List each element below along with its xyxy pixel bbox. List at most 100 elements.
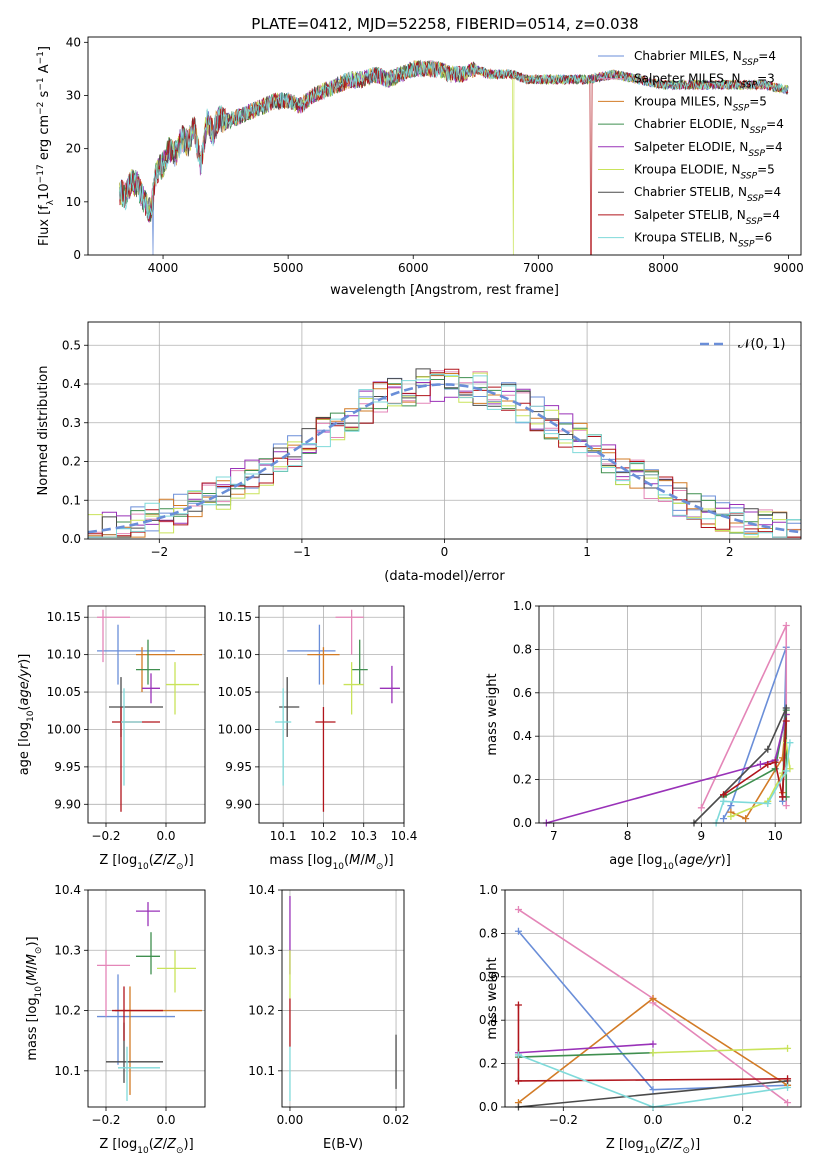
label-part: Z [166,1137,177,1152]
series-marker [756,760,764,768]
plot-area-age-vs-z [97,609,202,812]
series-marker [782,622,790,630]
label-part: =4 [764,185,782,199]
label-part: Z [153,853,164,868]
plot-area-weight-vs-age [542,622,794,827]
x-axis-label: (data-model)/error [384,569,505,584]
series-marker [514,906,522,914]
gaussian-curve [88,383,801,534]
series-marker [764,745,772,753]
y-axis-label: Flux [fλ10−17 erg cm−2 s−1 A−1] [36,46,56,246]
chart-mass-vs-z: −0.2 0.010.110.210.310.4Z [log10(Z/Z⊙)]ma… [25,883,206,1156]
y-tick-label: 0 [73,248,81,262]
x-tick-label: −0.2 [549,1113,578,1127]
series-marker [784,1075,792,1083]
label-part: ] [37,46,52,51]
y-tick-label: 10.05 [47,685,81,699]
label-part: ( [149,853,154,868]
chart-spectrum: 4000 5000 6000 7000 8000 9000 0 10 20 30 40 wavelen… [36,35,804,298]
series-marker [727,802,735,810]
series-marker [786,765,794,773]
y-axis-label: mass [log10(M/M⊙)] [25,936,44,1060]
legend-entry: Chabrier STELIB, NSSP=4 [634,185,781,204]
y-tick-label: 1.0 [479,883,498,897]
y-tick-label: 0.4 [62,377,81,391]
series-marker [649,995,657,1002]
series-marker [514,1001,522,1009]
chart-weight-vs-z: −0.2 0.0 0.20.00.20.40.60.81.0Z [log10(Z/Z… [479,883,802,1156]
axes-frame [87,321,802,540]
legend-entry: Kroupa STELIB, NSSP=6 [634,231,772,250]
label-part: s [37,90,52,101]
label-part: ⊙ [176,1146,184,1156]
plot-area-mass-vs-z [97,902,202,1101]
y-tick-label: 10 [66,195,81,209]
label-part: / [25,965,40,970]
label-part: Chabrier STELIB, N [634,185,747,199]
x-tick-label: −2 [150,545,168,559]
x-tick-label: 1 [583,545,591,559]
label-part: Kroupa ELODIE, N [634,163,741,177]
x-tick-label: 9 [698,829,706,843]
legend-entry: Kroupa ELODIE, NSSP=5 [634,163,775,182]
x-axis-label: mass [log10(M/M⊙)] [269,853,393,872]
plot-area-spectrum [118,59,789,255]
y-tick-label: 10.10 [47,648,81,662]
y-axis-label: age [log10(age/yr)] [17,654,36,776]
histogram-steps [88,368,801,538]
x-axis-label: age [log10(age/yr)] [609,853,731,872]
spectrum-kroupa-elodie [118,60,789,255]
label-part: A [37,64,52,77]
y-tick-label: 10.3 [248,943,275,957]
series-marker [649,1049,657,1057]
y-tick-label: 40 [66,35,81,49]
x-axis-label: Z [log10(Z/Z⊙)] [99,853,193,872]
series-line [518,1043,654,1054]
label-part: ( [25,981,40,986]
y-tick-label: 0.3 [62,416,81,430]
x-tick-label: 0 [441,545,449,559]
y-tick-label: 0.0 [62,532,81,546]
y-tick-label: 10.1 [54,1064,81,1078]
series-line [518,1051,654,1058]
label-part: Z [166,853,177,868]
x-axis-label: Z [log10(Z/Z⊙)] [606,1137,700,1156]
x-tick-label: 10.4 [391,829,418,843]
series-marker [771,765,779,773]
label-part: Chabrier MILES, N [634,49,742,63]
label-part: ⊙ [176,862,184,872]
label-part: SSP [733,103,750,113]
x-tick-label: 10.1 [270,829,297,843]
spectrum-chabrier-miles [118,61,789,255]
y-tick-label: 9.90 [225,797,252,811]
label-part: 10 [34,986,44,998]
figure-title: PLATE=0412, MJD=52258, FIBERID=0514, z=0… [251,15,638,33]
axes-frame [258,605,405,824]
y-tick-label: 9.95 [54,760,81,774]
label-part: )] [17,654,32,664]
label-part: )] [184,1137,194,1152]
label-part: / [360,853,365,868]
y-axis-label: mass weight [485,957,500,1039]
label-part: )] [690,1137,700,1152]
spectrum-lines [118,59,789,255]
x-tick-label: −0.2 [91,1113,120,1127]
y-tick-label: 1.0 [513,599,532,613]
chart-layer: 4000 5000 6000 7000 8000 9000010203040wavelen… [17,35,804,1156]
label-part: SSP [742,58,759,68]
label-part: Z [log [99,853,137,868]
y-tick-label: 0.0 [479,1100,498,1114]
y-tick-label: 0.8 [479,926,498,940]
y-tick-label: 10.00 [47,722,81,736]
x-tick-label: 9000 [773,261,804,275]
label-part: )] [721,853,731,868]
series-marker [782,717,790,725]
y-tick-label: 30 [66,88,81,102]
y-tick-label: 10.2 [248,1004,275,1018]
label-part: Z [153,1137,164,1152]
label-part: Salpeter STELIB, N [634,208,746,222]
series-marker [727,812,735,820]
x-tick-label: 0.0 [643,1113,662,1127]
label-part: Z [log [606,1137,644,1152]
x-tick-label: 10.2 [310,829,337,843]
